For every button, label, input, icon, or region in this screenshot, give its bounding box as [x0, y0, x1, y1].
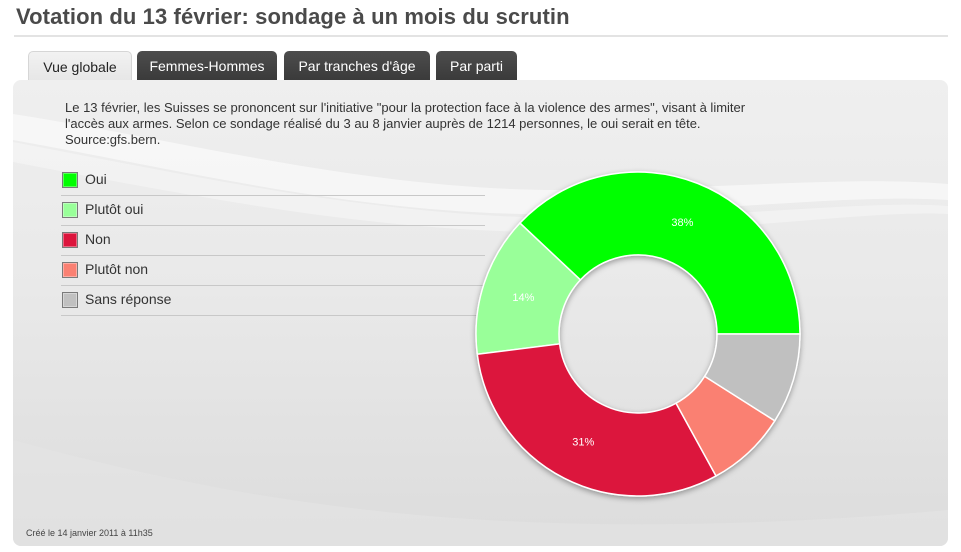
chart-legend: Oui Plutôt oui Non Plutôt non Sans répon… [61, 166, 485, 316]
donut-slice-oui[interactable] [518, 171, 801, 335]
intro-source: Source:gfs.bern. [65, 132, 161, 147]
slice-value-label: 31% [572, 436, 594, 448]
legend-label: Non [85, 231, 111, 247]
donut-slice-non[interactable] [476, 343, 718, 497]
panel-background-swoosh [13, 114, 948, 546]
page-title: Votation du 13 février: sondage à un moi… [16, 4, 570, 29]
donut-labels: 38% 14% 31% [512, 217, 693, 448]
legend-label: Plutôt non [85, 261, 149, 277]
donut-chart: 38% 14% 31% [475, 171, 801, 497]
title-divider [14, 35, 948, 37]
legend-label: Oui [85, 171, 107, 187]
donut-slices [475, 171, 801, 497]
legend-swatch [62, 262, 78, 278]
legend-swatch [62, 232, 78, 248]
legend-swatch [62, 202, 78, 218]
legend-item-non[interactable]: Non [61, 226, 485, 256]
legend-label: Sans réponse [85, 291, 172, 307]
creation-date: Créé le 14 janvier 2011 à 11h35 [26, 528, 153, 538]
slice-value-label: 14% [512, 292, 534, 304]
tab-femmes-hommes[interactable]: Femmes-Hommes [137, 51, 277, 81]
tab-vue-globale[interactable]: Vue globale [28, 51, 132, 82]
donut-slice-sans-r-ponse[interactable] [703, 333, 801, 422]
chart-panel: Le 13 février, les Suisses se prononcent… [13, 80, 948, 546]
legend-item-plutot-non[interactable]: Plutôt non [61, 256, 485, 286]
legend-item-plutot-oui[interactable]: Plutôt oui [61, 196, 485, 226]
legend-item-oui[interactable]: Oui [61, 166, 485, 196]
intro-text: Le 13 février, les Suisses se prononcent… [65, 100, 825, 148]
intro-line-1: Le 13 février, les Suisses se prononcent… [65, 100, 746, 115]
legend-item-sans-reponse[interactable]: Sans réponse [61, 286, 485, 316]
legend-swatch [62, 292, 78, 308]
legend-label: Plutôt oui [85, 201, 144, 217]
slice-value-label: 38% [671, 217, 693, 229]
tab-par-parti[interactable]: Par parti [436, 51, 517, 81]
intro-line-2: l'accès aux armes. Selon ce sondage réal… [65, 116, 701, 131]
legend-swatch [62, 172, 78, 188]
tab-tranches-age[interactable]: Par tranches d'âge [284, 51, 430, 81]
